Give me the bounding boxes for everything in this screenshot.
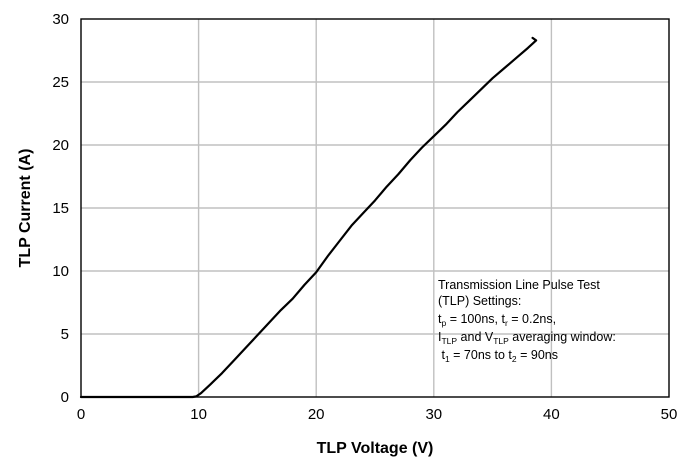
annotation-line-3-b: = 100ns, t [446, 312, 505, 326]
y-tick-label: 10 [52, 263, 69, 280]
annotation-line-4: ITLP and VTLP averaging window: [438, 330, 616, 346]
x-tick-label: 40 [543, 406, 560, 423]
tick-labels: 0 10 20 30 40 50 0 5 10 15 20 25 30 [52, 11, 677, 423]
annotation-line-5: t1 = 70ns to t2 = 90ns [438, 348, 558, 364]
y-tick-label: 0 [61, 389, 69, 406]
annotation-line-5-b: = 70ns to t [450, 348, 513, 362]
annotation-line-3: tp = 100ns, tr = 0.2ns, [438, 312, 556, 328]
annotation-line-3-a: t [438, 312, 442, 326]
annotation-line-5-c: = 90ns [517, 348, 558, 362]
plot-frame [80, 18, 670, 398]
annotation-line-3-b-sub: r [505, 318, 508, 328]
tlp-settings-annotation: Transmission Line Pulse Test (TLP) Setti… [438, 278, 616, 364]
x-tick-label: 0 [77, 406, 85, 423]
annotation-line-3-a-sub: p [441, 318, 446, 328]
y-tick-label: 15 [52, 200, 69, 217]
annotation-line-4-a-sub: TLP [441, 336, 457, 346]
series-line-tlp-iv [79, 36, 538, 399]
x-tick-label: 50 [661, 406, 678, 423]
x-axis-title: TLP Voltage (V) [317, 440, 434, 457]
annotation-line-5-a: t [438, 348, 445, 362]
x-tick-label: 30 [425, 406, 442, 423]
annotation-line-4-b-sub: TLP [493, 336, 509, 346]
annotation-line-5-b-sub: 2 [512, 354, 517, 364]
y-tick-label: 30 [52, 11, 69, 28]
annotation-line-4-c: averaging window: [509, 330, 616, 344]
annotation-line-3-c: = 0.2ns, [508, 312, 556, 326]
annotation-line-1: Transmission Line Pulse Test [438, 278, 600, 292]
annotation-line-5-a-sub: 1 [445, 354, 450, 364]
annotation-line-4-b: and V [457, 330, 494, 344]
y-tick-label: 20 [52, 137, 69, 154]
y-tick-label: 25 [52, 74, 69, 91]
x-tick-label: 10 [190, 406, 207, 423]
y-tick-label: 5 [61, 326, 69, 343]
grid [81, 19, 669, 397]
annotation-line-4-a: I [438, 330, 441, 344]
x-tick-label: 20 [308, 406, 325, 423]
y-axis-title: TLP Current (A) [17, 149, 34, 268]
annotation-line-2: (TLP) Settings: [438, 294, 521, 308]
